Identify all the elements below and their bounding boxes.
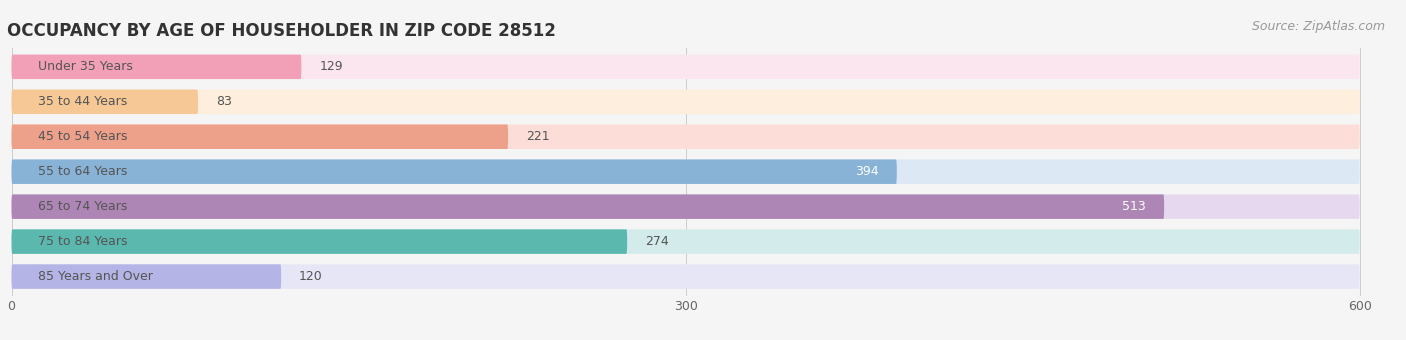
- Text: 120: 120: [299, 270, 323, 283]
- FancyBboxPatch shape: [11, 230, 1360, 254]
- Text: 513: 513: [1122, 200, 1146, 213]
- FancyBboxPatch shape: [11, 159, 897, 184]
- Text: OCCUPANCY BY AGE OF HOUSEHOLDER IN ZIP CODE 28512: OCCUPANCY BY AGE OF HOUSEHOLDER IN ZIP C…: [7, 22, 555, 40]
- Text: 394: 394: [855, 165, 879, 178]
- FancyBboxPatch shape: [11, 264, 1360, 289]
- FancyBboxPatch shape: [11, 194, 1360, 219]
- FancyBboxPatch shape: [11, 55, 301, 79]
- Text: 35 to 44 Years: 35 to 44 Years: [38, 95, 128, 108]
- Text: 45 to 54 Years: 45 to 54 Years: [38, 130, 128, 143]
- FancyBboxPatch shape: [11, 264, 281, 289]
- Text: 83: 83: [217, 95, 232, 108]
- Text: Under 35 Years: Under 35 Years: [38, 60, 134, 73]
- FancyBboxPatch shape: [11, 89, 1360, 114]
- FancyBboxPatch shape: [11, 89, 198, 114]
- Text: 55 to 64 Years: 55 to 64 Years: [38, 165, 128, 178]
- FancyBboxPatch shape: [11, 55, 1360, 79]
- Text: 129: 129: [319, 60, 343, 73]
- FancyBboxPatch shape: [11, 159, 1360, 184]
- Text: 85 Years and Over: 85 Years and Over: [38, 270, 153, 283]
- FancyBboxPatch shape: [11, 124, 1360, 149]
- Text: 221: 221: [526, 130, 550, 143]
- FancyBboxPatch shape: [11, 194, 1164, 219]
- Text: Source: ZipAtlas.com: Source: ZipAtlas.com: [1251, 20, 1385, 33]
- Text: 65 to 74 Years: 65 to 74 Years: [38, 200, 128, 213]
- Text: 274: 274: [645, 235, 669, 248]
- FancyBboxPatch shape: [11, 230, 627, 254]
- FancyBboxPatch shape: [11, 124, 508, 149]
- Text: 75 to 84 Years: 75 to 84 Years: [38, 235, 128, 248]
